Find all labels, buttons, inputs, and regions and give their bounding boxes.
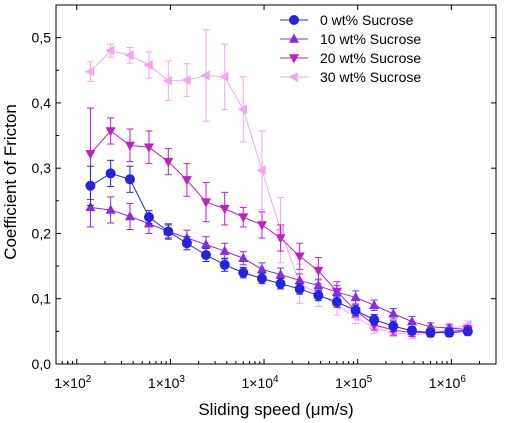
data-point [219,71,229,82]
data-point [201,239,212,249]
data-point [350,291,361,302]
legend-item-4: 30 wt% Sucrose [280,69,421,85]
y-tick-label: 0,5 [32,30,52,46]
legend-label: 30 wt% Sucrose [320,69,421,85]
data-point [256,263,267,274]
data-point [163,157,174,168]
data-point [162,75,173,86]
data-point [124,141,135,151]
data-point [124,210,135,221]
data-point [406,316,417,326]
x-tick-label: 1×104 [241,374,279,391]
series-2 [85,187,473,334]
data-point [181,238,192,249]
data-point [124,50,134,61]
data-point [219,204,230,215]
data-point [143,143,154,153]
legend-marker [289,15,299,25]
legend-label: 0 wt% Sucrose [320,12,414,28]
data-point [105,168,116,179]
legend-marker [288,72,298,82]
data-point [425,327,436,338]
x-tick-label: 1×102 [54,374,92,391]
data-point [462,326,473,337]
series-line [90,50,468,336]
data-point [294,274,305,285]
legend-marker [289,33,299,43]
series-1 [85,159,473,338]
data-point [388,308,399,318]
data-point [331,286,342,296]
data-point [181,176,192,186]
data-point [313,280,324,290]
y-axis-title: Coefficient of Fricton [1,104,20,260]
data-point [85,180,96,191]
data-point [256,165,266,176]
data-point [256,273,267,284]
data-point [444,327,455,338]
legend-item-2: 10 wt% Sucrose [280,31,421,47]
x-tick-label: 1×105 [335,374,373,391]
data-point [369,299,380,310]
legend-marker [289,54,299,64]
data-point [275,278,286,289]
data-point [256,221,267,231]
data-point [85,150,96,160]
data-point [294,252,305,262]
legend-item-1: 0 wt% Sucrose [280,12,414,28]
data-point [219,259,230,270]
data-point [238,267,249,278]
plot-area [84,29,473,340]
data-point [105,45,115,56]
data-point [369,314,380,325]
data-point [163,226,174,237]
legend-label: 10 wt% Sucrose [320,31,421,47]
data-point [105,127,116,137]
data-point [313,266,324,277]
series-3 [85,107,473,339]
data-point [275,234,286,244]
y-tick-label: 0,1 [32,291,52,307]
legend: 0 wt% Sucrose 10 wt% Sucrose 20 wt% Sucros… [280,12,421,85]
data-point [200,70,210,81]
x-tick-label: 1×106 [429,374,467,391]
data-point [238,252,249,263]
x-tick-label: 1×103 [148,374,186,391]
y-tick-label: 0,0 [32,356,52,372]
data-point [238,213,249,223]
y-tick-label: 0,4 [32,95,52,111]
data-point [105,204,116,214]
data-point [201,249,212,260]
data-point [143,212,154,223]
data-point [388,321,399,332]
data-point [275,269,286,279]
data-point [275,225,285,236]
data-point [85,201,96,212]
axes [55,4,497,365]
data-point [294,283,305,294]
data-point [84,66,95,77]
data-point [219,245,230,255]
legend-item-3: 20 wt% Sucrose [280,50,421,66]
data-point [201,198,212,208]
data-point [143,60,153,71]
data-point [331,296,342,307]
data-point [181,75,191,86]
legend-label: 20 wt% Sucrose [320,50,421,66]
plot-frame [55,4,497,365]
data-point [124,174,135,185]
data-point [425,321,436,331]
data-point [237,104,248,115]
y-tick-label: 0,3 [32,160,52,176]
x-axis-title: Sliding speed (μm/s) [198,400,353,419]
data-point [406,325,417,336]
tick-labels: 0,0 0,1 0,2 0,3 0,4 0,5 1×102 1×103 1×104 1×105 1×… [32,30,467,391]
data-point [313,290,324,301]
y-tick-label: 0,2 [32,225,52,241]
data-point [350,305,361,316]
